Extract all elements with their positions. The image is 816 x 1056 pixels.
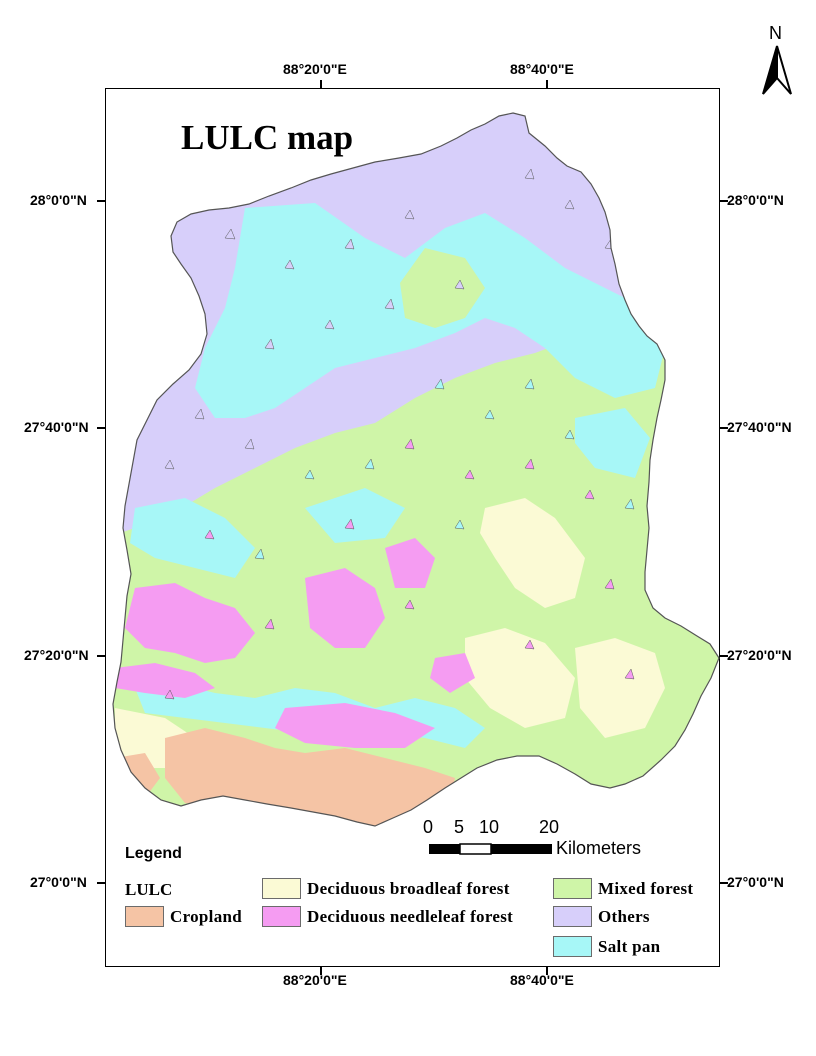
- tick-left-3: [97, 655, 105, 657]
- scale-tick-5: 5: [454, 817, 465, 837]
- legend-item-salt-pan: Salt pan: [553, 936, 660, 957]
- scale-tick-20: 20: [539, 817, 560, 837]
- legend-title: Legend: [125, 845, 182, 862]
- scale-tick-0: 0: [423, 817, 434, 837]
- lat-label-right-2: 27°40'0"N: [727, 419, 792, 435]
- legend-item-deciduous-needleleaf: Deciduous needleleaf forest: [262, 906, 513, 927]
- lat-label-right-3: 27°20'0"N: [727, 647, 792, 663]
- tick-right-3: [720, 655, 728, 657]
- north-label: N: [769, 23, 782, 43]
- tick-top-2: [546, 80, 548, 88]
- lat-label-left-2: 27°40'0"N: [24, 419, 89, 435]
- legend-label-cropland: Cropland: [170, 906, 243, 926]
- lon-label-top-1: 88°20'0"E: [283, 61, 347, 77]
- tick-top-1: [320, 80, 322, 88]
- lat-label-right-4: 27°0'0"N: [727, 874, 784, 890]
- map-title: LULC map: [181, 118, 354, 157]
- tick-right-2: [720, 427, 728, 429]
- lon-label-bottom-2: 88°40'0"E: [510, 972, 574, 988]
- tick-right-1: [720, 200, 728, 202]
- lat-label-right-1: 28°0'0"N: [727, 192, 784, 208]
- legend-field-label: LULC: [125, 880, 173, 899]
- tick-right-4: [720, 882, 728, 884]
- legend-swatch-deciduous-needleleaf: [262, 906, 301, 927]
- legend-swatch-mixed-forest: [553, 878, 592, 899]
- tick-left-2: [97, 427, 105, 429]
- lat-label-left-4: 27°0'0"N: [30, 874, 87, 890]
- legend-item-cropland: Cropland: [125, 906, 242, 927]
- legend-swatch-cropland: [125, 906, 164, 927]
- legend-swatch-salt-pan: [553, 936, 592, 957]
- tick-bottom-2: [546, 967, 548, 975]
- lon-label-bottom-1: 88°20'0"E: [283, 972, 347, 988]
- north-arrow-icon: [762, 45, 792, 95]
- legend-swatch-deciduous-broadleaf: [262, 878, 301, 899]
- legend-label-others: Others: [598, 906, 650, 926]
- lon-label-top-2: 88°40'0"E: [510, 61, 574, 77]
- scale-unit-label: Kilometers: [556, 838, 642, 858]
- legend-item-others: Others: [553, 906, 650, 927]
- scale-tick-10: 10: [479, 817, 500, 837]
- lat-label-left-3: 27°20'0"N: [24, 647, 89, 663]
- tick-left-1: [97, 200, 105, 202]
- lat-label-left-1: 28°0'0"N: [30, 192, 87, 208]
- tick-bottom-1: [320, 967, 322, 975]
- legend-label-salt-pan: Salt pan: [598, 936, 661, 956]
- legend-item-mixed-forest: Mixed forest: [553, 878, 693, 899]
- legend-label-deciduous-broadleaf: Deciduous broadleaf forest: [307, 878, 510, 898]
- legend-item-deciduous-broadleaf: Deciduous broadleaf forest: [262, 878, 510, 899]
- tick-left-4: [97, 882, 105, 884]
- legend-swatch-others: [553, 906, 592, 927]
- scale-bar: [429, 843, 552, 855]
- legend-label-deciduous-needleleaf: Deciduous needleleaf forest: [307, 906, 514, 926]
- legend-label-mixed-forest: Mixed forest: [598, 878, 694, 898]
- lulc-map: [112, 112, 720, 827]
